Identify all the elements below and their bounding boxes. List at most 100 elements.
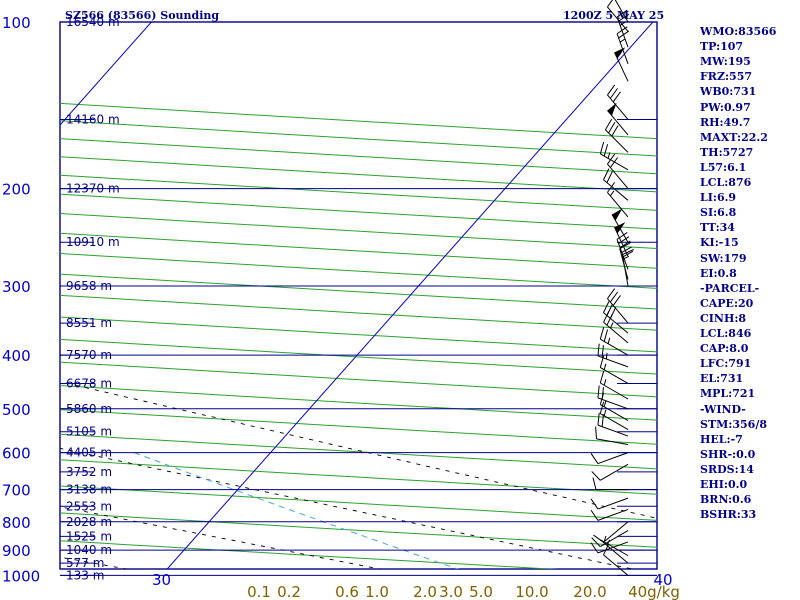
isotherm bbox=[663, 22, 800, 575]
wind-barb bbox=[603, 310, 629, 344]
height-label: 3752 m bbox=[66, 465, 112, 479]
wind-barb bbox=[607, 153, 629, 189]
index-entry: LI:6.9 bbox=[700, 191, 737, 205]
temperature-tick-label: 40 bbox=[653, 571, 672, 589]
pressure-tick-label: 600 bbox=[2, 445, 31, 463]
wind-barb bbox=[599, 392, 629, 421]
wind-barb bbox=[591, 463, 629, 481]
wind-barb bbox=[592, 477, 628, 491]
wind-barb bbox=[599, 355, 629, 384]
index-entry: MPL:721 bbox=[700, 387, 756, 401]
wind-barb bbox=[614, 47, 629, 82]
index-entry: CAPE:20 bbox=[700, 296, 754, 310]
index-entry: LCL:846 bbox=[700, 327, 752, 340]
index-entry: L57:6.1 bbox=[700, 160, 747, 174]
mixing-ratio-label: 10.0 bbox=[515, 583, 548, 600]
wind-barb bbox=[603, 168, 629, 201]
index-entry: SRDS:14 bbox=[700, 462, 754, 476]
pressure-tick-label: 200 bbox=[2, 181, 31, 199]
index-entry: SW:179 bbox=[700, 251, 747, 265]
index-entry: TT:34 bbox=[700, 221, 735, 235]
index-entry: HEL:-7 bbox=[700, 432, 743, 446]
wind-barb bbox=[607, 288, 629, 324]
dry-adiabat bbox=[60, 512, 657, 548]
wind-barb bbox=[607, 102, 629, 136]
height-label: 1040 m bbox=[66, 543, 112, 557]
index-entry: LCL:876 bbox=[700, 176, 752, 189]
index-entry: RH:49.7 bbox=[700, 115, 751, 129]
index-entry: MAXT:22.2 bbox=[700, 130, 768, 144]
height-label: 1525 m bbox=[66, 529, 112, 543]
mixing-ratio-label: 0.6 bbox=[335, 583, 359, 600]
wind-barb bbox=[599, 327, 629, 356]
temperature-tick-label: 30 bbox=[152, 571, 171, 589]
mixing-ratio-label: 0.1 bbox=[247, 583, 271, 600]
index-entry: PW:0.97 bbox=[700, 100, 751, 114]
mixing-ratio-label: 1.0 bbox=[365, 583, 389, 600]
dry-adiabat bbox=[60, 212, 657, 250]
mixing-ratio-label: 5.0 bbox=[469, 583, 493, 600]
wind-barb bbox=[597, 412, 629, 437]
index-entry: WMO:83566 bbox=[700, 25, 777, 38]
dry-adiabat bbox=[60, 232, 657, 269]
isotherm bbox=[60, 22, 152, 126]
wind-barb bbox=[621, 249, 634, 287]
index-entry: SI:6.8 bbox=[700, 206, 737, 220]
pressure-tick-label: 700 bbox=[2, 482, 31, 500]
observation-time: 1200Z 5 MAY 25 bbox=[563, 9, 665, 22]
wind-barb bbox=[607, 182, 629, 218]
height-label: 5105 m bbox=[66, 425, 112, 439]
wind-barb bbox=[607, 84, 629, 120]
mixing-ratio-label: 3.0 bbox=[439, 583, 463, 600]
index-entry: FRZ:557 bbox=[700, 70, 753, 84]
wind-barb bbox=[600, 535, 629, 557]
pressure-tick-label: 500 bbox=[2, 401, 31, 419]
mixing-ratio-label: 0.2 bbox=[277, 583, 301, 600]
height-label: 12370 m bbox=[66, 182, 120, 196]
moist-adiabat bbox=[60, 506, 382, 569]
pressure-tick-label: 900 bbox=[2, 542, 31, 560]
index-entry: MW:195 bbox=[700, 55, 751, 69]
mixing-ratio-label: 40g/kg bbox=[628, 583, 680, 600]
height-label: 133 m bbox=[66, 568, 104, 582]
pressure-tick-label: 100 bbox=[2, 14, 31, 32]
height-label: 2553 m bbox=[66, 499, 112, 513]
pressure-tick-label: 400 bbox=[2, 347, 31, 365]
height-label: 10910 m bbox=[66, 235, 120, 249]
wind-barb bbox=[590, 497, 629, 510]
height-label: 6678 m bbox=[66, 376, 112, 390]
index-entry: WB0:731 bbox=[700, 85, 757, 99]
index-entry: BSHR:33 bbox=[700, 508, 757, 522]
height-label: 577 m bbox=[66, 556, 104, 570]
wind-barb bbox=[599, 370, 629, 400]
height-label: 2028 m bbox=[66, 515, 112, 529]
isotherm bbox=[166, 22, 654, 569]
index-entry: BRN:0.6 bbox=[700, 493, 752, 507]
index-entry: SHR-:0.0 bbox=[700, 447, 756, 461]
index-entry: EL:731 bbox=[700, 372, 744, 386]
index-entry: STM:356/8 bbox=[700, 417, 767, 431]
index-entry: TH:5727 bbox=[700, 145, 754, 159]
wind-barb bbox=[619, 242, 634, 280]
wind-barb bbox=[614, 0, 629, 23]
mixing-ratio-label: 20.0 bbox=[573, 583, 606, 600]
index-entry: EHI:0.0 bbox=[700, 478, 748, 491]
height-label: 9658 m bbox=[66, 279, 112, 293]
wind-barb bbox=[603, 543, 629, 576]
pressure-tick-label: 1000 bbox=[2, 567, 40, 585]
index-entry: KI:-15 bbox=[700, 236, 739, 250]
height-label: 7570 m bbox=[66, 348, 112, 362]
pressure-tick-label: 800 bbox=[2, 514, 31, 532]
index-entry: EI:0.8 bbox=[700, 266, 737, 280]
wind-barb bbox=[590, 508, 629, 521]
wind-barb bbox=[593, 521, 629, 543]
index-entry: CINH:8 bbox=[700, 311, 747, 325]
dry-adiabat bbox=[60, 409, 657, 445]
index-entry: CAP:8.0 bbox=[700, 342, 749, 356]
index-entry: LFC:791 bbox=[700, 357, 752, 371]
index-entry: TP:107 bbox=[700, 40, 744, 54]
height-label: 4405 m bbox=[66, 446, 112, 460]
index-entry: -WIND- bbox=[700, 402, 746, 416]
pressure-tick-label: 300 bbox=[2, 278, 31, 296]
